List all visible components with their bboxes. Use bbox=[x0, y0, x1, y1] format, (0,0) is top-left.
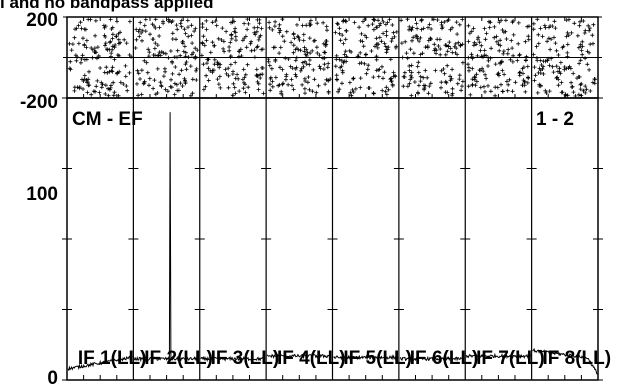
amplitude-line-panel-6 bbox=[399, 355, 465, 362]
phase-scatter-panel-8 bbox=[531, 17, 597, 98]
panel-label-6: IF 6(LL) bbox=[410, 348, 479, 369]
amplitude-plots bbox=[67, 112, 598, 375]
phase-scatter-panel-2 bbox=[133, 17, 200, 98]
panel-label-5: IF 5(LL) bbox=[343, 348, 412, 369]
amplitude-line-panel-8 bbox=[532, 347, 598, 375]
panel-labels: IF 1(LL)IF 2(LL)IF 3(LL)IF 4(LL)IF 5(LL)… bbox=[78, 348, 611, 369]
panel-label-1: IF 1(LL) bbox=[78, 348, 147, 369]
panel-frames bbox=[62, 16, 603, 381]
phase-tick-bottom: -200 bbox=[20, 92, 58, 113]
phase-scatter-panel-5 bbox=[333, 17, 399, 98]
panel-label-7: IF 7(LL) bbox=[476, 348, 545, 369]
amplitude-tick-0: 0 bbox=[47, 368, 58, 386]
chart-title: l and no bandpass applied bbox=[0, 0, 213, 12]
amplitude-line-panel-2 bbox=[133, 112, 200, 363]
amplitude-line-panel-3 bbox=[200, 355, 266, 363]
amplitude-line-panel-5 bbox=[333, 354, 399, 361]
amplitude-line-panel-4 bbox=[266, 353, 332, 360]
amplitude-line-panel-1 bbox=[67, 355, 133, 372]
amplitude-tick-100: 100 bbox=[26, 184, 58, 205]
phase-scatter-panel-6 bbox=[399, 17, 465, 98]
baseline-label: CM - EF bbox=[72, 109, 143, 130]
panel-label-3: IF 3(LL) bbox=[211, 348, 280, 369]
amplitude-line-panel-7 bbox=[465, 352, 532, 360]
subtitle-right: 1 - 2 bbox=[536, 109, 574, 130]
panel-label-8: IF 8(LL) bbox=[542, 348, 611, 369]
panel-label-2: IF 2(LL) bbox=[144, 348, 213, 369]
axis-ticks bbox=[62, 16, 603, 381]
phase-tick-top: 200 bbox=[26, 10, 58, 31]
phase-scatter-panel-4 bbox=[266, 17, 333, 96]
panel-label-4: IF 4(LL) bbox=[277, 348, 346, 369]
phase-scatter-panel-7 bbox=[466, 18, 531, 98]
phase-scatter-panel-1 bbox=[67, 17, 134, 98]
